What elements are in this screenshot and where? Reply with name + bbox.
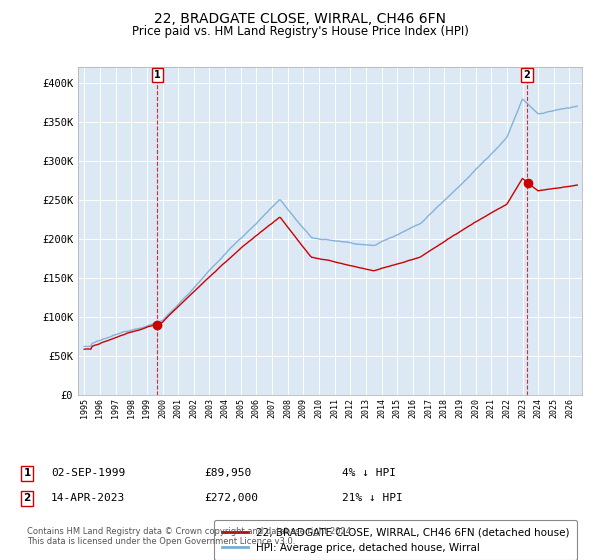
Text: 4% ↓ HPI: 4% ↓ HPI [342, 468, 396, 478]
Text: £89,950: £89,950 [204, 468, 251, 478]
Text: 2: 2 [23, 493, 31, 503]
Text: 02-SEP-1999: 02-SEP-1999 [51, 468, 125, 478]
Text: 1: 1 [154, 70, 161, 80]
Legend: 22, BRADGATE CLOSE, WIRRAL, CH46 6FN (detached house), HPI: Average price, detac: 22, BRADGATE CLOSE, WIRRAL, CH46 6FN (de… [214, 520, 577, 560]
Text: 21% ↓ HPI: 21% ↓ HPI [342, 493, 403, 503]
Text: 14-APR-2023: 14-APR-2023 [51, 493, 125, 503]
Text: £272,000: £272,000 [204, 493, 258, 503]
Text: Contains HM Land Registry data © Crown copyright and database right 2024.
This d: Contains HM Land Registry data © Crown c… [27, 526, 353, 546]
Text: Price paid vs. HM Land Registry's House Price Index (HPI): Price paid vs. HM Land Registry's House … [131, 25, 469, 38]
Text: 22, BRADGATE CLOSE, WIRRAL, CH46 6FN: 22, BRADGATE CLOSE, WIRRAL, CH46 6FN [154, 12, 446, 26]
Text: 2: 2 [524, 70, 530, 80]
Text: 1: 1 [23, 468, 31, 478]
